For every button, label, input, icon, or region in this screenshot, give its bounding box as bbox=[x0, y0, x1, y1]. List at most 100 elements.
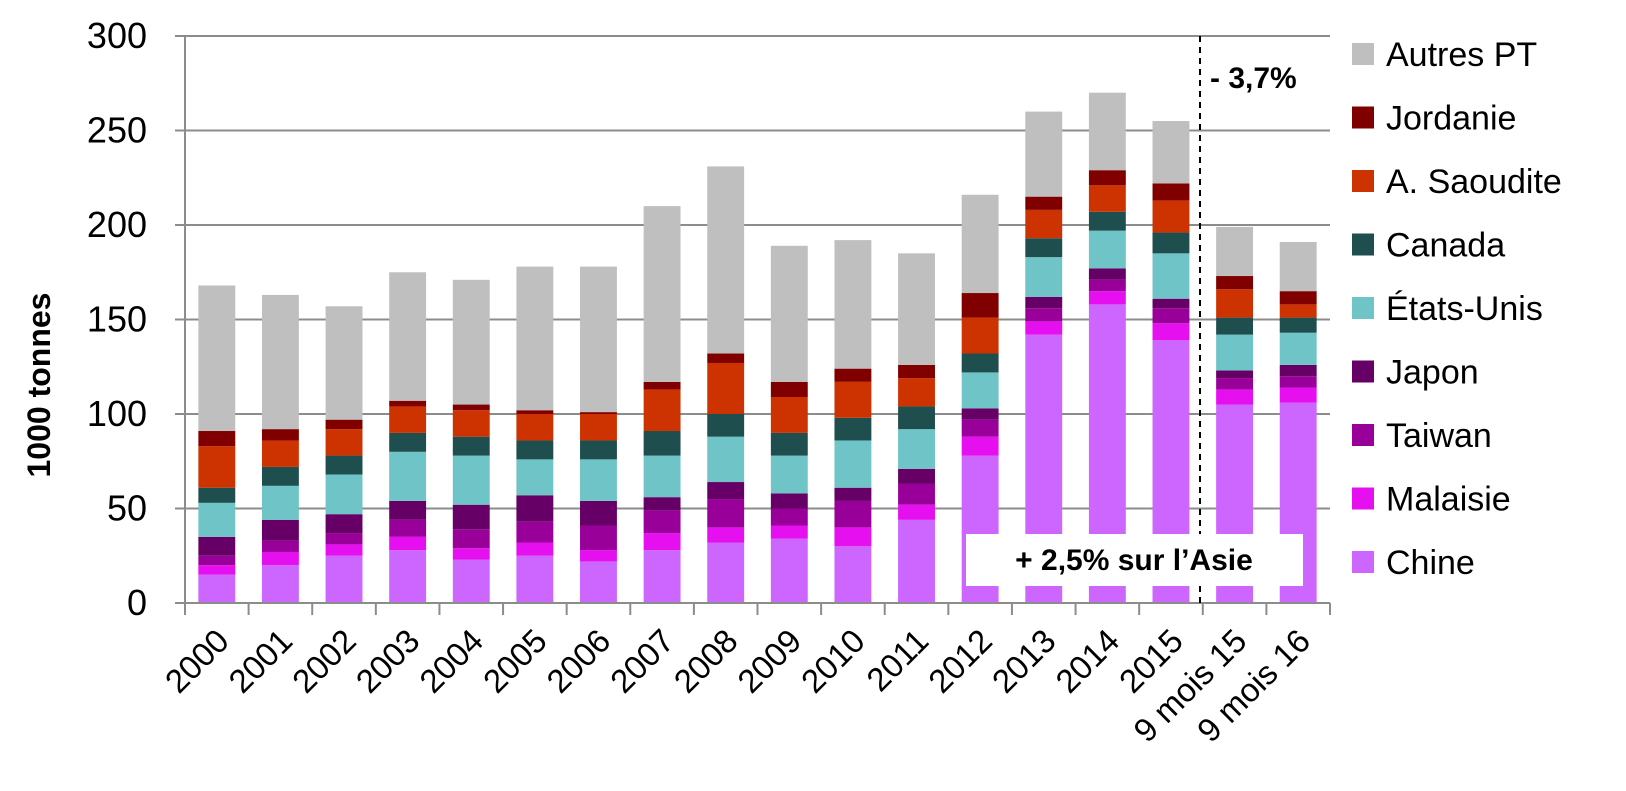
bar-jordanie-2009 bbox=[770, 381, 808, 397]
bar-chine-2006 bbox=[580, 561, 617, 603]
bar-canada-2011 bbox=[898, 406, 935, 430]
bar-chine-2009 bbox=[770, 538, 808, 603]
bar--tats-unis-2015 bbox=[1152, 253, 1190, 299]
bar-japon-2013 bbox=[1025, 296, 1063, 309]
legend-label: Chine bbox=[1386, 544, 1475, 582]
bar-chine-2010 bbox=[834, 546, 872, 603]
gridlines bbox=[185, 35, 1330, 510]
bar--tats-unis-2008 bbox=[707, 436, 745, 483]
bar-autres-pt-2010 bbox=[834, 240, 872, 369]
legend-item-autres-pt: Autres PT bbox=[1352, 36, 1537, 74]
bar-autres-pt-2003 bbox=[389, 272, 427, 401]
annotation-change-total: - 3,7% bbox=[1210, 62, 1297, 95]
x-tick-2002: 2002 bbox=[285, 622, 363, 700]
bar-stack-2011 bbox=[898, 253, 935, 603]
bar-taiwan-2003 bbox=[389, 519, 427, 537]
bar-canada-2013 bbox=[1025, 238, 1063, 258]
bar--tats-unis-2004 bbox=[452, 455, 490, 505]
bar-canada-2001 bbox=[261, 466, 299, 486]
bar-autres-pt-2009 bbox=[770, 245, 808, 382]
bar-stack-2001 bbox=[261, 294, 299, 603]
bar-a-saoudite-2008 bbox=[707, 362, 745, 414]
legend-item-canada: Canada bbox=[1352, 227, 1505, 265]
bar--tats-unis-2013 bbox=[1025, 257, 1063, 297]
bar-malaisie-2012 bbox=[961, 436, 999, 456]
y-tick-150: 150 bbox=[87, 299, 147, 340]
bar-malaisie-9-mois-15 bbox=[1216, 389, 1254, 405]
bar-canada-2015 bbox=[1152, 232, 1190, 254]
bar-taiwan-2011 bbox=[898, 483, 935, 505]
bar-canada-2003 bbox=[389, 432, 427, 452]
bar-a-saoudite-2004 bbox=[452, 410, 490, 437]
legend-label: Taiwan bbox=[1386, 417, 1492, 455]
bar-stack-2013 bbox=[1025, 111, 1063, 603]
bar-canada-2008 bbox=[707, 414, 745, 437]
bar--tats-unis-2009 bbox=[770, 455, 808, 494]
bar-a-saoudite-2002 bbox=[325, 429, 363, 456]
legend: Autres PT Jordanie A. Saoudite Canada États-… bbox=[1352, 36, 1562, 582]
bar-malaisie-2015 bbox=[1152, 323, 1190, 341]
bar-malaisie-2013 bbox=[1025, 321, 1063, 335]
bar-stack-2002 bbox=[325, 306, 363, 603]
y-tick-300: 300 bbox=[87, 15, 147, 56]
legend-item--tats-unis: États-Unis bbox=[1352, 290, 1543, 328]
legend-swatch bbox=[1352, 106, 1374, 129]
y-axis-label: 1000 tonnes bbox=[21, 293, 57, 478]
bar-japon-2011 bbox=[898, 468, 935, 484]
bar-chine-2000 bbox=[198, 574, 236, 603]
bar-stack-2015 bbox=[1152, 121, 1190, 603]
bar-autres-pt-2006 bbox=[580, 266, 617, 413]
bar-a-saoudite-2014 bbox=[1088, 185, 1126, 212]
bar-autres-pt-2002 bbox=[325, 306, 363, 420]
bar-jordanie-2014 bbox=[1088, 170, 1126, 186]
bar-malaisie-2007 bbox=[643, 533, 681, 551]
bar-chine-2011 bbox=[898, 519, 935, 603]
bar-taiwan-2007 bbox=[643, 510, 681, 534]
bar-japon-2000 bbox=[198, 536, 236, 556]
bar--tats-unis-2002 bbox=[325, 474, 363, 515]
bar-autres-pt-2015 bbox=[1152, 121, 1190, 184]
bar-jordanie-2001 bbox=[261, 429, 299, 441]
bar-a-saoudite-2000 bbox=[198, 446, 236, 488]
bar-a-saoudite-2001 bbox=[261, 440, 299, 467]
legend-swatch bbox=[1352, 233, 1374, 256]
y-tick-100: 100 bbox=[87, 393, 147, 434]
bar-a-saoudite-2007 bbox=[643, 389, 681, 432]
x-tick-labels: 2000200120022003200420052006200720082009… bbox=[158, 622, 1317, 749]
bar-japon-2002 bbox=[325, 514, 363, 534]
bar--tats-unis-2001 bbox=[261, 485, 299, 520]
bar-canada-2004 bbox=[452, 436, 490, 456]
bar-malaisie-2014 bbox=[1088, 291, 1126, 305]
bar-canada-2002 bbox=[325, 455, 363, 475]
bar-taiwan-2002 bbox=[325, 533, 363, 545]
bar-canada-2012 bbox=[961, 353, 999, 373]
x-tick-2009: 2009 bbox=[730, 622, 808, 700]
legend-label: Canada bbox=[1386, 227, 1505, 265]
bar-a-saoudite-2006 bbox=[580, 414, 617, 441]
bar-japon-2008 bbox=[707, 482, 745, 500]
x-tick-2005: 2005 bbox=[476, 622, 554, 700]
bar--tats-unis-2006 bbox=[580, 459, 617, 501]
bar-autres-pt-9-mois-15 bbox=[1216, 226, 1254, 277]
bar-malaisie-2001 bbox=[261, 551, 299, 566]
y-tick-200: 200 bbox=[87, 204, 147, 245]
bar-a-saoudite-2005 bbox=[516, 414, 554, 441]
bar--tats-unis-2005 bbox=[516, 459, 554, 496]
x-tick-2003: 2003 bbox=[349, 622, 427, 700]
bar-japon-2007 bbox=[643, 497, 681, 511]
bar-autres-pt-2001 bbox=[261, 294, 299, 430]
x-tick-2010: 2010 bbox=[794, 622, 872, 700]
legend-item-malaisie: Malaisie bbox=[1352, 481, 1511, 519]
legend-item-japon: Japon bbox=[1352, 354, 1479, 392]
bar-chine-2008 bbox=[707, 542, 745, 603]
bar--tats-unis-2007 bbox=[643, 455, 681, 498]
bar-japon-2006 bbox=[580, 500, 617, 526]
bar-japon-2001 bbox=[261, 519, 299, 541]
bar-a-saoudite-2011 bbox=[898, 378, 935, 407]
bar-japon-2004 bbox=[452, 504, 490, 530]
bar--tats-unis-2012 bbox=[961, 372, 999, 409]
bar-canada-2007 bbox=[643, 431, 681, 456]
x-tick-2001: 2001 bbox=[221, 622, 299, 700]
annotation-change-asia: + 2,5% sur l’Asie bbox=[1015, 544, 1253, 577]
